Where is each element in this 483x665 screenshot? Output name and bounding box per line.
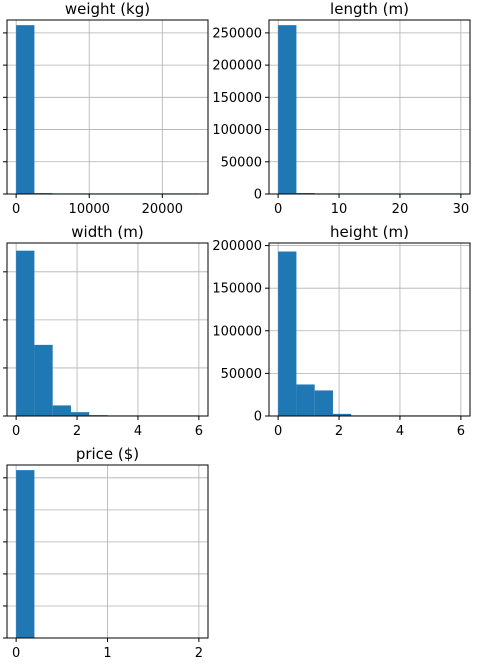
chart-title: width (m) — [71, 223, 143, 241]
y-tick-label: 150000 — [212, 91, 262, 106]
x-tick-label: 2 — [73, 424, 81, 439]
hist-height: height (m) 0 2 4 6 0 50000 100000 150000 200000 — [212, 223, 471, 439]
y-tick-label: 200000 — [212, 239, 262, 254]
histogram-bar — [34, 344, 53, 416]
chart-title: price ($) — [76, 445, 139, 463]
x-tick-label: 6 — [457, 424, 465, 439]
histogram-bar — [52, 405, 71, 416]
y-tick-label: 0 — [254, 410, 262, 425]
x-tick-label: 4 — [134, 424, 142, 439]
x-tick-label: 10 — [331, 202, 348, 217]
hist-length: length (m) 0 10 20 30 0 50000 100000 150000 20000… — [212, 0, 471, 217]
histogram-bar — [296, 384, 315, 416]
histogram-bar — [70, 412, 90, 416]
axes-frame — [268, 19, 471, 195]
y-tick-label: 100000 — [212, 324, 262, 339]
x-tick-label: 20000 — [142, 202, 183, 217]
y-tick-label: 50000 — [221, 367, 262, 382]
hist-width: width (m) 0 2 4 6 — [3, 223, 209, 439]
plot-area — [7, 20, 208, 194]
x-tick-label: 30 — [453, 202, 470, 217]
x-tick-label: 10000 — [69, 202, 110, 217]
chart-title: length (m) — [330, 0, 409, 18]
x-tick-label: 20 — [392, 202, 409, 217]
histogram-bar — [16, 25, 35, 195]
y-tick-label: 150000 — [212, 282, 262, 297]
histogram-bar — [16, 250, 35, 416]
x-tick-label: 0 — [12, 424, 20, 439]
x-tick-label: 2 — [335, 424, 343, 439]
y-tick-label: 100000 — [212, 123, 262, 138]
y-tick-label: 250000 — [212, 26, 262, 41]
x-tick-label: 2 — [195, 646, 203, 661]
x-tick-label: 6 — [195, 424, 203, 439]
histogram-bar — [16, 470, 35, 638]
hist-price: price ($) 0 1 2 — [3, 445, 209, 661]
x-tick-label: 1 — [103, 646, 111, 661]
y-tick-label: 200000 — [212, 59, 262, 74]
y-tick-label: 50000 — [221, 155, 262, 170]
hist-weight: weight (kg) 0 10000 20000 — [3, 0, 209, 217]
chart-title: height (m) — [330, 223, 409, 241]
x-tick-label: 0 — [274, 202, 282, 217]
histogram-bar — [278, 25, 297, 195]
axes-frame — [268, 242, 471, 417]
histogram-bar — [278, 251, 297, 416]
axes-frame — [6, 19, 209, 195]
chart-title: weight (kg) — [65, 0, 150, 18]
x-tick-label: 0 — [274, 424, 282, 439]
histogram-bar — [332, 413, 352, 416]
axes-frame — [6, 242, 209, 417]
x-tick-label: 4 — [396, 424, 404, 439]
y-tick-label: 0 — [254, 188, 262, 203]
x-tick-label: 0 — [12, 202, 20, 217]
histogram-bar — [314, 390, 333, 416]
x-tick-label: 0 — [12, 646, 20, 661]
plot-area — [269, 20, 470, 194]
